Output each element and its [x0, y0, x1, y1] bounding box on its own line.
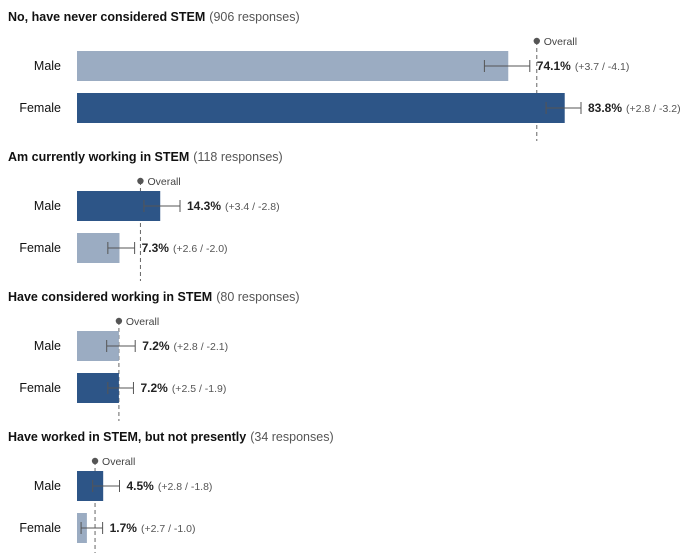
- value-label: 4.5% (+2.8 / -1.8): [126, 479, 212, 493]
- category-label: Male: [34, 479, 61, 493]
- overall-label: Overall: [102, 456, 135, 468]
- value-percent: 74.1%: [537, 59, 571, 73]
- value-ci: (+3.4 / -2.8): [225, 201, 280, 213]
- category-label: Male: [34, 59, 61, 73]
- overall-dot: [91, 457, 99, 465]
- value-ci: (+3.7 / -4.1): [575, 61, 630, 73]
- value-label: 14.3% (+3.4 / -2.8): [187, 199, 280, 213]
- response-count: (118 responses): [193, 150, 282, 164]
- data-bar: [77, 93, 565, 123]
- value-label: 7.2% (+2.8 / -2.1): [142, 339, 228, 353]
- value-ci: (+2.6 / -2.0): [173, 243, 228, 255]
- panel-title-text: Have considered working in STEM: [8, 290, 212, 304]
- value-ci: (+2.8 / -3.2): [626, 103, 681, 115]
- panel-title: Have considered working in STEM (80 respo…: [8, 290, 300, 304]
- overall-dot: [533, 37, 540, 45]
- value-percent: 83.8%: [588, 101, 622, 115]
- value-percent: 4.5%: [126, 479, 154, 493]
- value-ci: (+2.8 / -2.1): [174, 341, 229, 353]
- value-label: 74.1% (+3.7 / -4.1): [537, 59, 630, 73]
- panel-title-text: Have worked in STEM, but not presently: [8, 430, 246, 444]
- category-label: Male: [34, 339, 61, 353]
- chart-panel: No, have never considered STEM (906 respo…: [8, 10, 681, 141]
- panel-title-text: No, have never considered STEM: [8, 10, 205, 24]
- value-label: 7.2% (+2.5 / -1.9): [140, 381, 226, 395]
- category-label: Female: [19, 101, 61, 115]
- response-count: (80 responses): [216, 290, 299, 304]
- overall-label: Overall: [544, 36, 577, 48]
- response-count: (906 responses): [209, 10, 299, 24]
- panel-title: Am currently working in STEM (118 respons…: [8, 150, 283, 164]
- panel-title: No, have never considered STEM (906 respo…: [8, 10, 300, 24]
- value-percent: 7.2%: [142, 339, 170, 353]
- overall-label: Overall: [147, 176, 180, 188]
- category-label: Male: [34, 199, 61, 213]
- panel-title-text: Am currently working in STEM: [8, 150, 189, 164]
- overall-dot: [137, 177, 144, 185]
- value-percent: 7.2%: [140, 381, 168, 395]
- response-count: (34 responses): [250, 430, 333, 444]
- chart-panel: Have worked in STEM, but not presently (3…: [8, 430, 334, 553]
- value-ci: (+2.5 / -1.9): [172, 383, 227, 395]
- chart-panel: Am currently working in STEM (118 respons…: [8, 150, 283, 281]
- value-percent: 7.3%: [142, 241, 170, 255]
- value-percent: 1.7%: [110, 521, 138, 535]
- category-label: Female: [19, 241, 61, 255]
- overall-dot: [115, 317, 123, 325]
- value-ci: (+2.7 / -1.0): [141, 523, 196, 535]
- value-ci: (+2.8 / -1.8): [158, 481, 213, 493]
- data-bar: [77, 51, 509, 81]
- value-percent: 14.3%: [187, 199, 221, 213]
- panel-title: Have worked in STEM, but not presently (3…: [8, 430, 334, 444]
- category-label: Female: [19, 381, 61, 395]
- category-label: Female: [19, 521, 61, 535]
- overall-label: Overall: [126, 316, 159, 328]
- value-label: 7.3% (+2.6 / -2.0): [142, 241, 228, 255]
- value-label: 83.8% (+2.8 / -3.2): [588, 101, 681, 115]
- chart-panel: Have considered working in STEM (80 respo…: [8, 290, 300, 421]
- value-label: 1.7% (+2.7 / -1.0): [110, 521, 196, 535]
